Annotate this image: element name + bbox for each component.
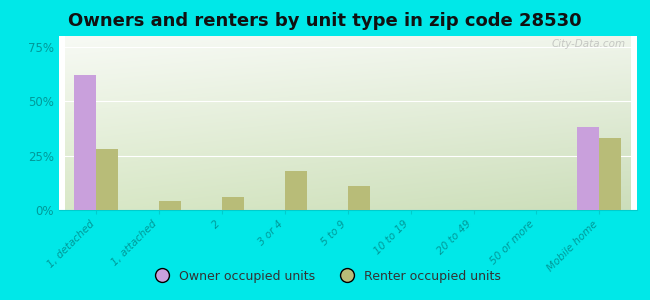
Bar <box>348 186 370 210</box>
Bar <box>222 197 244 210</box>
Legend: Owner occupied units, Renter occupied units: Owner occupied units, Renter occupied un… <box>144 265 506 288</box>
Bar <box>74 75 96 210</box>
Bar <box>285 171 307 210</box>
Bar <box>96 149 118 210</box>
Text: City-Data.com: City-Data.com <box>551 40 625 50</box>
Bar <box>159 201 181 210</box>
Bar <box>599 138 621 210</box>
Text: Owners and renters by unit type in zip code 28530: Owners and renters by unit type in zip c… <box>68 12 582 30</box>
Bar <box>577 127 599 210</box>
